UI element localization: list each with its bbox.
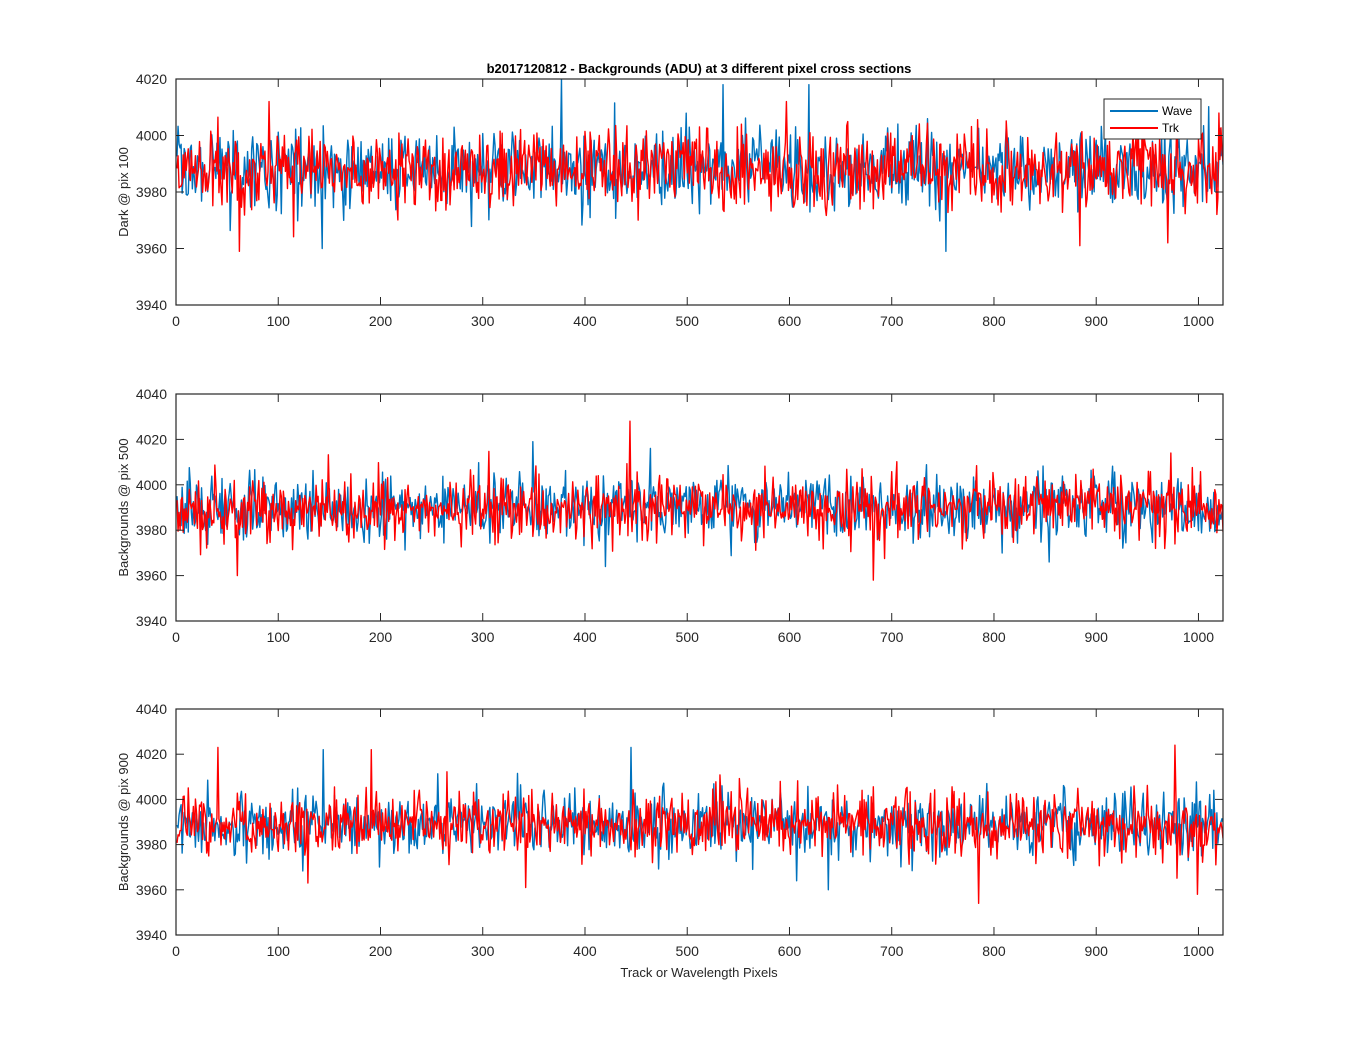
- y-tick-label: 4020: [136, 746, 167, 762]
- y-tick-label: 4040: [136, 386, 167, 402]
- figure-title: b2017120812 - Backgrounds (ADU) at 3 dif…: [487, 61, 912, 76]
- legend-box: [1103, 98, 1202, 140]
- x-tick-label: 0: [172, 629, 180, 645]
- x-tick-label: 300: [471, 943, 495, 959]
- axes-frame: [175, 393, 1224, 622]
- y-axis-label: Dark @ pix 100: [116, 147, 131, 237]
- x-tick-label: 700: [880, 313, 904, 329]
- y-tick-label: 3960: [136, 882, 167, 898]
- y-tick-label: 3940: [136, 297, 167, 313]
- x-tick-label: 800: [982, 313, 1006, 329]
- y-tick-label: 4000: [136, 477, 167, 493]
- y-tick-label: 3960: [136, 568, 167, 584]
- x-tick-label: 1000: [1183, 313, 1214, 329]
- x-tick-label: 300: [471, 313, 495, 329]
- y-tick-label: 3980: [136, 522, 167, 538]
- x-tick-label: 400: [573, 629, 597, 645]
- legend-wave-label: Wave: [1162, 104, 1193, 118]
- y-tick-label: 3980: [136, 184, 167, 200]
- x-tick-label: 400: [573, 943, 597, 959]
- legend: Wave Trk: [1103, 98, 1202, 140]
- y-tick-label: 3940: [136, 613, 167, 629]
- y-tick-label: 3940: [136, 927, 167, 943]
- x-axis-label: Track or Wavelength Pixels: [620, 965, 778, 980]
- y-axis-label: Backgrounds @ pix 900: [116, 753, 131, 891]
- axes-frame: [175, 708, 1224, 936]
- y-tick-label: 3960: [136, 241, 167, 257]
- x-tick-label: 900: [1085, 943, 1109, 959]
- x-tick-label: 500: [676, 313, 700, 329]
- subplot-1: 0 100 200 300 400 500 600 700 800 900 1000 3940 3960…: [116, 71, 1224, 329]
- x-tick-label: 0: [172, 313, 180, 329]
- subplots: 0 100 200 300 400 500 600 700 800 900 100039403960…: [116, 71, 1224, 959]
- x-tick-label: 600: [778, 313, 802, 329]
- subplot-2: 0 100 200 300 400 500 600 700 800 900 1000 3940 3960…: [116, 386, 1224, 645]
- x-tick-label: 200: [369, 313, 393, 329]
- x-tick-label: 1000: [1183, 943, 1214, 959]
- x-tick-label: 100: [267, 313, 291, 329]
- x-tick-label: 0: [172, 943, 180, 959]
- x-tick-label: 400: [573, 313, 597, 329]
- x-tick-label: 700: [880, 629, 904, 645]
- x-tick-label: 900: [1085, 629, 1109, 645]
- y-tick-label: 4040: [136, 701, 167, 717]
- x-tick-label: 100: [267, 943, 291, 959]
- y-tick-label: 3980: [136, 837, 167, 853]
- x-tick-label: 800: [982, 943, 1006, 959]
- x-tick-label: 900: [1085, 313, 1109, 329]
- series-trk-line: [176, 744, 1223, 905]
- series-trk-line: [176, 420, 1223, 581]
- x-tick-label: 600: [778, 629, 802, 645]
- x-tick-label: 500: [676, 943, 700, 959]
- series-wave-line: [176, 746, 1223, 891]
- x-tick-label: 800: [982, 629, 1006, 645]
- x-tick-label: 700: [880, 943, 904, 959]
- y-tick-label: 4020: [136, 71, 167, 87]
- x-tick-label: 200: [369, 629, 393, 645]
- x-tick-label: 1000: [1183, 629, 1214, 645]
- x-tick-label: 300: [471, 629, 495, 645]
- x-tick-label: 200: [369, 943, 393, 959]
- x-tick-label: 600: [778, 943, 802, 959]
- x-tick-label: 500: [676, 629, 700, 645]
- series-trk-line: [176, 100, 1223, 253]
- y-tick-label: 4000: [136, 128, 167, 144]
- y-tick-label: 4020: [136, 431, 167, 447]
- y-tick-label: 4000: [136, 791, 167, 807]
- x-tick-label: 100: [267, 629, 291, 645]
- y-axis-label: Backgrounds @ pix 500: [116, 438, 131, 576]
- legend-trk-label: Trk: [1162, 121, 1180, 135]
- subplot-3: 0 100 200 300 400 500 600 700 800 900 1000 3940 3960…: [116, 701, 1224, 959]
